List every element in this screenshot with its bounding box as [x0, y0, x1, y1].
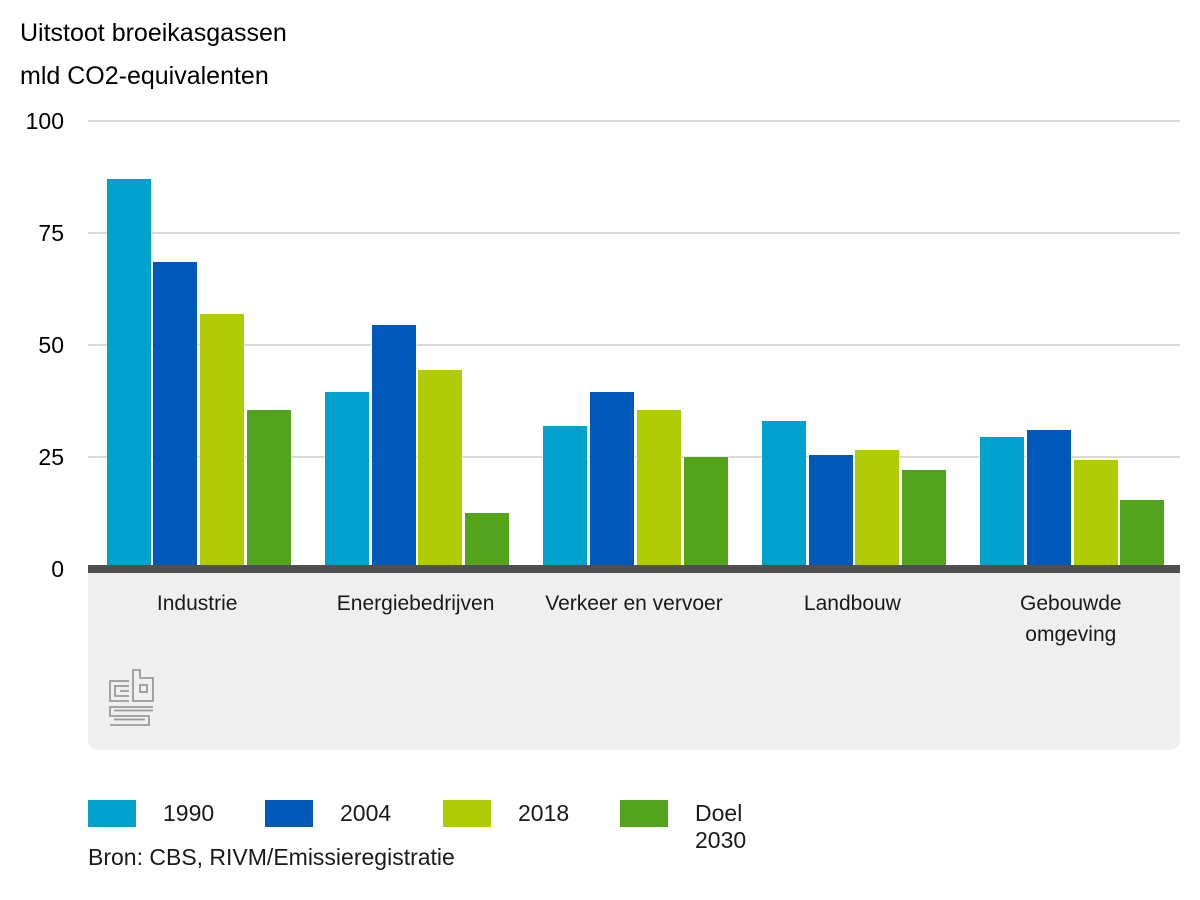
plot-footer-panel: [88, 573, 1180, 750]
legend-swatch-icon: [620, 800, 668, 827]
gridline-75: [88, 232, 1180, 234]
bar-doel-2030-4[interactable]: [1120, 500, 1165, 569]
y-tick-label-75: 75: [38, 220, 64, 246]
bar-2004-4[interactable]: [1026, 430, 1071, 569]
legend-label: 2018: [518, 800, 570, 826]
bar-2018-3[interactable]: [855, 450, 900, 569]
y-tick-label-100: 100: [25, 108, 64, 134]
legend-swatch-icon: [443, 800, 491, 827]
legend-label: Doel 2030: [695, 800, 747, 853]
category-label-0: Industrie: [156, 592, 238, 615]
cbs-logo-icon: [109, 669, 154, 726]
bar-1990-0[interactable]: [106, 179, 151, 569]
legend-swatch-icon: [88, 800, 136, 827]
category-label-3: Landbouw: [803, 592, 901, 615]
bar-doel-2030-3[interactable]: [901, 470, 946, 569]
bar-doel-2030-2[interactable]: [683, 457, 728, 569]
chart-unit-label: mld CO2-equivalenten: [20, 62, 269, 90]
bar-2004-2[interactable]: [590, 392, 635, 569]
bar-2018-1[interactable]: [418, 369, 463, 569]
gridline-50: [88, 344, 1180, 346]
legend-label: 1990: [163, 800, 215, 826]
bar-2018-4[interactable]: [1073, 459, 1118, 569]
bar-1990-1[interactable]: [325, 392, 370, 569]
chart-title: Uitstoot broeikasgassen: [20, 19, 287, 47]
bar-1990-3[interactable]: [761, 421, 806, 569]
gridline-100: [88, 120, 1180, 122]
y-tick-label-50: 50: [38, 332, 64, 358]
x-axis-line: [88, 565, 1180, 573]
bar-2004-1[interactable]: [371, 324, 416, 569]
source-text: Bron: CBS, RIVM/Emissieregistratie: [88, 844, 455, 870]
y-tick-label-25: 25: [38, 444, 64, 470]
bar-1990-4[interactable]: [980, 436, 1025, 569]
legend-swatch-icon: [265, 800, 313, 827]
bar-doel-2030-1[interactable]: [465, 513, 510, 569]
legend-label: 2004: [340, 800, 392, 826]
bar-2018-0[interactable]: [200, 313, 245, 569]
bar-1990-2[interactable]: [543, 425, 588, 569]
category-label-4: Gebouwde omgeving: [1020, 592, 1122, 646]
bar-doel-2030-0[interactable]: [246, 409, 291, 569]
bar-2018-2[interactable]: [636, 409, 681, 569]
bar-2004-0[interactable]: [153, 262, 198, 569]
category-label-1: Energiebedrijven: [336, 592, 495, 615]
y-tick-label-0: 0: [51, 556, 64, 582]
category-label-2: Verkeer en vervoer: [545, 592, 723, 615]
bar-2004-3[interactable]: [808, 454, 853, 569]
